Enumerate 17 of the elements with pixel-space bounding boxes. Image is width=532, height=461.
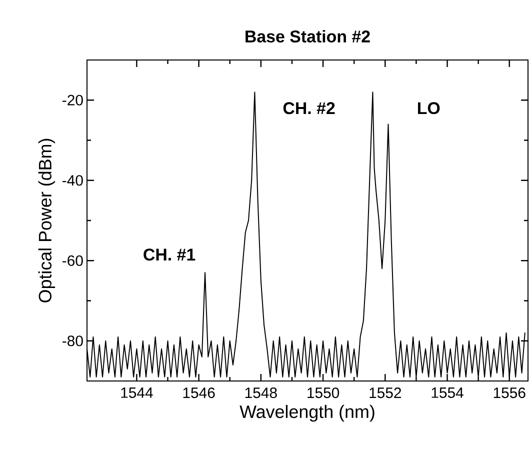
x-tick-label: 1544	[121, 388, 153, 398]
x-tick-label: 1550	[308, 388, 340, 398]
x-tick-label: 1546	[183, 388, 215, 398]
x-tick-label: 1554	[432, 388, 464, 398]
chart-title: Base Station #2	[246, 30, 370, 43]
annotation: CH. #1	[144, 248, 196, 261]
x-tick-label: 1548	[245, 388, 277, 398]
y-tick-label: -40	[62, 175, 83, 186]
y-tick-label: -80	[62, 336, 83, 346]
x-tick-label: 1556	[494, 388, 526, 398]
annotation: CH. #2	[283, 102, 335, 114]
y-axis-title: Optical Power (dBm)	[38, 138, 56, 302]
y-tick-label: -20	[62, 94, 83, 106]
x-axis-title: Wavelength (nm)	[240, 404, 374, 422]
y-tick-label: -60	[62, 255, 83, 266]
annotation: LO	[418, 102, 440, 114]
x-tick-label: 1552	[370, 388, 402, 398]
